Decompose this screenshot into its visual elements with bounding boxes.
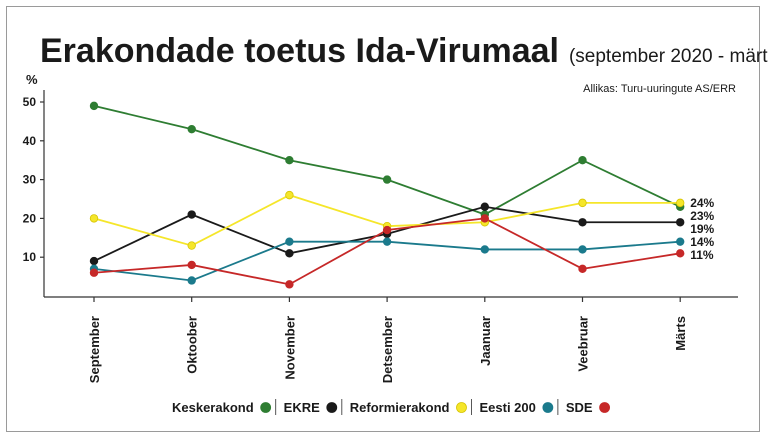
x-tick-label: Detsember bbox=[380, 316, 395, 383]
data-point bbox=[676, 198, 685, 208]
data-point bbox=[89, 101, 99, 111]
y-axis-unit: % bbox=[26, 72, 38, 87]
data-point bbox=[89, 256, 99, 266]
data-point bbox=[187, 210, 196, 219]
end-value-label: 19% bbox=[690, 222, 714, 236]
end-value-label: 24% bbox=[690, 196, 714, 210]
end-value-label: 23% bbox=[690, 209, 714, 223]
legend-label: Keskerakond bbox=[172, 400, 254, 415]
legend: Keskerakond EKRE Reformierakond Eesti 200 SD… bbox=[172, 399, 610, 415]
legend-swatch bbox=[326, 402, 338, 413]
data-point bbox=[285, 190, 294, 200]
data-point bbox=[382, 237, 392, 246]
y-tick-group: 10 20 30 40 50 bbox=[23, 95, 44, 264]
y-tick-label: 50 bbox=[23, 95, 37, 109]
x-tick-label: September bbox=[87, 316, 102, 383]
y-tick-label: 20 bbox=[23, 211, 37, 225]
data-point bbox=[187, 124, 196, 134]
legend-swatch bbox=[542, 402, 554, 413]
data-point bbox=[187, 260, 196, 270]
data-point bbox=[480, 245, 489, 254]
series-points bbox=[89, 101, 685, 289]
x-tick-label: Jaanuar bbox=[478, 316, 493, 366]
data-point bbox=[285, 249, 294, 258]
data-point bbox=[187, 276, 196, 285]
legend-label: EKRE bbox=[284, 400, 320, 415]
chart-title: Erakondade toetus Ida-Virumaal bbox=[40, 32, 559, 70]
chart-subtitle: (september 2020 - märts 2021) bbox=[569, 46, 768, 67]
data-point bbox=[578, 155, 587, 165]
legend-swatch bbox=[599, 402, 610, 413]
end-value-label: 14% bbox=[690, 235, 714, 249]
data-point bbox=[578, 218, 587, 227]
series-lines bbox=[93, 105, 681, 286]
y-tick-label: 10 bbox=[23, 250, 37, 264]
chart-source: Allikas: Turu-uuringute AS/ERR bbox=[583, 83, 736, 95]
data-point bbox=[187, 241, 196, 250]
data-point bbox=[382, 225, 392, 235]
data-point bbox=[89, 214, 99, 223]
end-label-group: 24%23%19%14%11% bbox=[690, 196, 714, 262]
data-point bbox=[676, 249, 685, 258]
data-point bbox=[285, 280, 294, 289]
x-tick-group: September Oktoober November Detsember Jaanua… bbox=[87, 297, 688, 383]
legend-label: Eesti 200 bbox=[479, 400, 535, 415]
data-point bbox=[676, 237, 685, 246]
x-tick-label: November bbox=[282, 316, 297, 380]
series-line bbox=[93, 240, 681, 282]
data-point bbox=[578, 245, 587, 254]
legend-label: SDE bbox=[566, 400, 593, 415]
end-value-label: 11% bbox=[690, 248, 714, 262]
data-point bbox=[480, 202, 489, 211]
legend-swatch bbox=[456, 402, 467, 413]
data-point bbox=[480, 214, 489, 223]
legend-label: Reformierakond bbox=[350, 400, 450, 415]
y-tick-label: 40 bbox=[23, 134, 37, 148]
data-point bbox=[578, 198, 587, 208]
data-point bbox=[89, 268, 99, 277]
legend-swatch bbox=[260, 402, 272, 413]
data-point bbox=[285, 237, 294, 246]
x-tick-label: Veebruar bbox=[576, 316, 591, 372]
data-point bbox=[578, 264, 587, 274]
x-tick-label: Märts bbox=[673, 316, 688, 351]
y-tick-label: 30 bbox=[23, 173, 37, 187]
chart-frame bbox=[6, 6, 760, 432]
data-point bbox=[382, 175, 392, 184]
x-tick-label: Oktoober bbox=[185, 316, 200, 374]
data-point bbox=[676, 218, 685, 227]
data-point bbox=[285, 155, 294, 165]
series-line bbox=[93, 105, 681, 216]
